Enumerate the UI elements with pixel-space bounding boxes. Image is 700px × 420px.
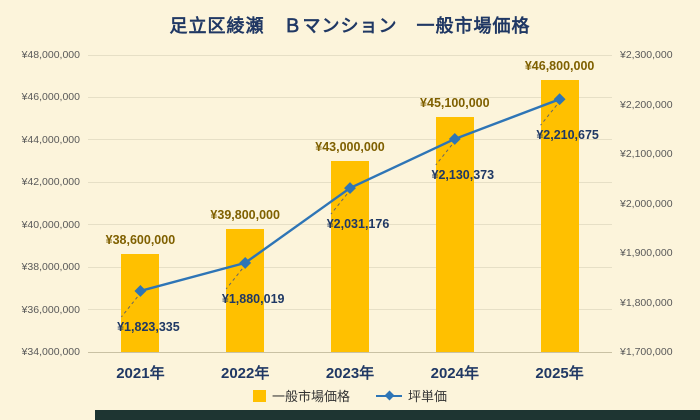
gridline [88,54,612,56]
bar-value-label: ¥45,100,000 [420,95,490,110]
bar-series-swatch-icon [252,389,266,402]
x-axis-label: 2022年 [221,365,270,382]
y-axis-tick-label-right: ¥1,900,000 [620,247,673,259]
bar [540,80,579,352]
gridline [88,351,612,353]
chart-title: 足立区綾瀬 Ｂマンション 一般市場価格 [169,16,531,36]
line-value-label: ¥1,880,019 [221,291,285,306]
line-value-label: ¥2,130,373 [431,167,495,182]
legend-label-market-price: 一般市場価格 [271,389,350,404]
y-axis-tick-label-right: ¥2,000,000 [620,197,673,210]
y-axis-tick-label-left: ¥40,000,000 [21,218,80,231]
legend: 一般市場価格 坪単価 [0,386,700,405]
bar-value-label: ¥43,000,000 [315,140,385,155]
bar-value-label: ¥46,800,000 [524,59,595,74]
x-axis-label: 2021年 [116,365,165,382]
y-axis-tick-label-left: ¥46,000,000 [21,91,80,104]
bar [435,116,474,352]
bar [331,161,369,352]
x-axis-label: 2025年 [535,365,584,382]
y-axis-tick-label-left: ¥36,000,000 [21,303,80,316]
y-axis-tick-label-left: ¥34,000,000 [21,346,80,358]
y-axis-tick-label-left: ¥48,000,000 [21,49,80,61]
legend-item-market-price: 一般市場価格 [252,386,350,405]
legend-item-tsubo-price: 坪単価 [376,386,447,405]
x-axis-label: 2024年 [430,365,479,382]
bar [121,254,160,352]
y-axis-tick-label-left: ¥42,000,000 [21,176,80,189]
y-axis-tick-label-right: ¥2,200,000 [620,98,673,111]
bar-value-label: ¥38,600,000 [105,233,176,248]
y-axis-tick-label-left: ¥38,000,000 [21,261,80,274]
y-axis-tick-label-left: ¥44,000,000 [21,133,80,146]
line-series-swatch-icon [376,390,402,402]
y-axis-tick-label-right: ¥2,100,000 [620,148,673,160]
diamond-marker-icon [384,390,394,401]
bar [226,228,265,352]
line-value-label: ¥2,210,675 [536,128,599,143]
x-axis-label: 2023年 [325,365,375,382]
bar-value-label: ¥39,800,000 [210,207,280,222]
line-value-label: ¥2,031,176 [326,217,390,232]
line-value-label: ¥1,823,335 [117,319,180,334]
y-axis-tick-label-right: ¥1,700,000 [620,346,673,358]
y-axis-tick-label-right: ¥1,800,000 [620,296,673,309]
legend-label-tsubo-price: 坪単価 [408,389,448,404]
y-axis-tick-label-right: ¥2,300,000 [620,49,673,61]
footer-strip [95,410,700,420]
gridline [88,96,612,98]
